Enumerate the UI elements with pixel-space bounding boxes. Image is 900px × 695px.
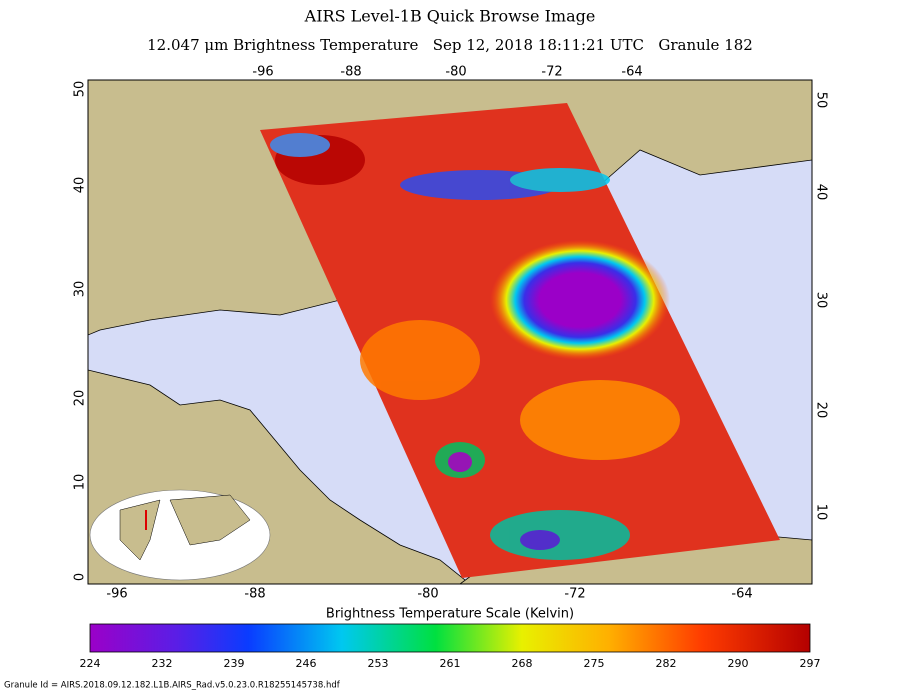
top-tick-label: -80	[445, 65, 466, 80]
right-tick-label: 40	[814, 184, 829, 201]
left-tick-label: 50	[73, 81, 88, 98]
colorbar-label: 253	[368, 657, 389, 670]
bottom-tick-label: -80	[417, 587, 438, 602]
left-tick-label: 0	[73, 573, 88, 581]
colorbar-label: 239	[224, 657, 245, 670]
title: AIRS Level-1B Quick Browse Image	[304, 7, 596, 26]
right-tick-label: 10	[814, 504, 829, 521]
colorbar-label: 224	[80, 657, 101, 670]
colorbar	[89, 623, 811, 653]
subtitle: 12.047 μm Brightness Temperature Sep 12,…	[147, 36, 753, 54]
colorbar-label: 297	[800, 657, 821, 670]
hurricane	[490, 240, 670, 360]
map-frame	[87, 79, 813, 585]
right-tick-label: 20	[814, 402, 829, 419]
right-tick-label: 30	[814, 292, 829, 309]
colorbar-label: 261	[440, 657, 461, 670]
top-tick-label: -64	[621, 65, 642, 80]
swath-texture	[270, 133, 680, 560]
map	[88, 80, 812, 584]
left-tick-label: 40	[73, 177, 88, 194]
colorbar-label: 290	[728, 657, 749, 670]
bottom-tick-label: -88	[244, 587, 265, 602]
top-tick-label: -96	[252, 65, 273, 80]
left-tick-label: 20	[73, 390, 88, 407]
colorbar-label: 232	[152, 657, 173, 670]
footer: Granule Id = AIRS.2018.09.12.182.L1B.AIR…	[4, 681, 341, 691]
bottom-tick-label: -64	[731, 587, 752, 602]
bottom-tick-label: -72	[564, 587, 585, 602]
colorbar-label: 268	[512, 657, 533, 670]
colorbar-label: 246	[296, 657, 317, 670]
bottom-tick-label: -96	[106, 587, 127, 602]
colorbar-label: 275	[584, 657, 605, 670]
right-tick-label: 50	[814, 92, 829, 109]
inset-land	[119, 494, 251, 561]
colorbar-title: Brightness Temperature Scale (Kelvin)	[326, 607, 574, 622]
left-tick-label: 30	[73, 281, 88, 298]
top-tick-label: -72	[541, 65, 562, 80]
colorbar-label: 282	[656, 657, 677, 670]
top-tick-label: -88	[340, 65, 361, 80]
left-tick-label: 10	[73, 474, 88, 491]
